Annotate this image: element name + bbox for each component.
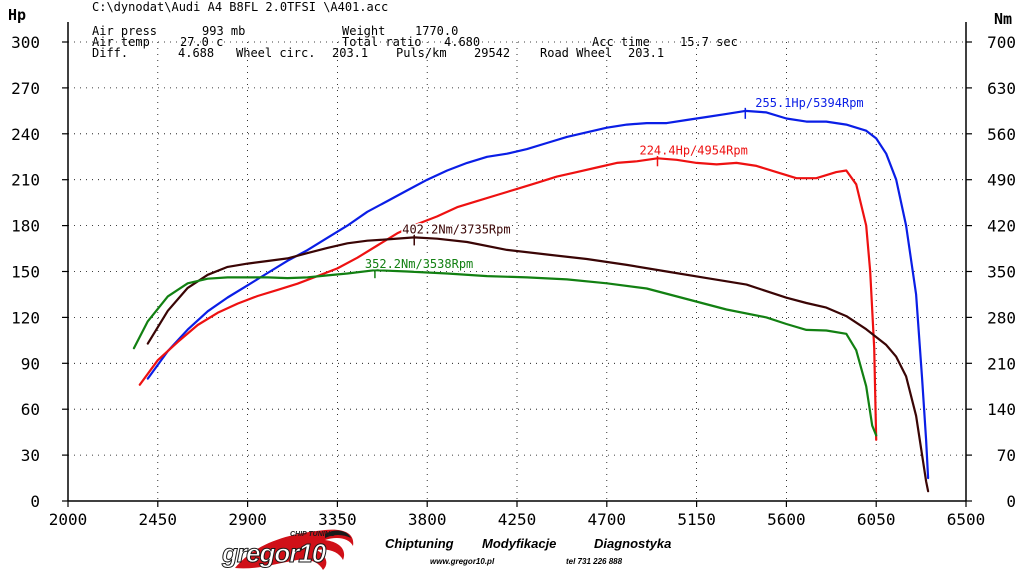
right-tick-label: 280 <box>987 308 1016 327</box>
x-tick-label: 2000 <box>49 510 88 529</box>
brand-tagline: CHIP TUNING <box>290 531 336 538</box>
total-ratio-value: 4.680 <box>444 35 481 49</box>
right-tick-label: 140 <box>987 400 1016 419</box>
peak-label: 224.4Hp/4954Rpm <box>639 143 747 157</box>
peak-label: 352.2Nm/3538Rpm <box>365 257 473 271</box>
diff-value: 4.688 <box>178 46 215 60</box>
left-tick-label: 270 <box>11 79 40 98</box>
weight-label: Weight <box>342 24 386 38</box>
x-tick-label: 3800 <box>408 510 447 529</box>
x-tick-label: 6050 <box>857 510 896 529</box>
right-tick-label: 560 <box>987 125 1016 144</box>
service-modyfikacje: Modyfikacje <box>482 536 557 551</box>
left-axis-title: Hp <box>8 6 26 24</box>
air-press-value: 993 mb <box>202 24 246 38</box>
torque-curve-tuned <box>146 236 930 493</box>
x-tick-label: 6500 <box>947 510 986 529</box>
x-tick-label: 2900 <box>228 510 267 529</box>
right-tick-label: 0 <box>1006 492 1016 511</box>
peak-label: 255.1Hp/5394Rpm <box>755 96 863 110</box>
brand-name: gregor10 <box>221 538 326 569</box>
right-tick-label: 490 <box>987 171 1016 190</box>
road-wheel-value: 203.1 <box>628 46 665 60</box>
phone-number: tel 731 226 888 <box>566 557 623 566</box>
file-path: C:\dynodat\Audi A4 B8FL 2.0TFSI \A401.ac… <box>92 0 389 14</box>
air-temp-value: 27.0 c <box>180 35 224 49</box>
puls-value: 29542 <box>474 46 511 60</box>
right-tick-label: 210 <box>987 354 1016 373</box>
x-tick-label: 2450 <box>139 510 178 529</box>
total-ratio-label: Total ratio <box>342 35 422 49</box>
right-tick-label: 420 <box>987 217 1016 236</box>
left-tick-label: 30 <box>21 446 40 465</box>
left-tick-label: 150 <box>11 263 40 282</box>
x-tick-label: 5600 <box>767 510 806 529</box>
air-temp-label: Air temp <box>92 35 150 49</box>
diff-label: Diff. <box>92 46 129 60</box>
wheel-circ-label: Wheel circ. <box>236 46 316 60</box>
road-wheel-label: Road Wheel <box>540 46 613 60</box>
left-tick-label: 180 <box>11 217 40 236</box>
right-tick-label: 630 <box>987 79 1016 98</box>
left-tick-label: 90 <box>21 354 40 373</box>
weight-value: 1770.0 <box>415 24 459 38</box>
right-tick-label: 700 <box>987 33 1016 52</box>
wheel-circ-value: 203.1 <box>332 46 369 60</box>
puls-label: Puls/km <box>396 46 447 60</box>
x-tick-label: 3350 <box>318 510 357 529</box>
x-tick-label: 4700 <box>588 510 627 529</box>
right-tick-label: 70 <box>997 446 1016 465</box>
flame-logo-icon <box>235 529 354 570</box>
x-tick-label: 5150 <box>677 510 716 529</box>
left-tick-label: 60 <box>21 400 40 419</box>
left-tick-label: 0 <box>30 492 40 511</box>
x-tick-label: 4250 <box>498 510 537 529</box>
service-chiptuning: Chiptuning <box>385 536 454 551</box>
air-press-label: Air press <box>92 24 158 38</box>
torque-curve-stock <box>132 269 878 437</box>
right-axis-title: Nm <box>994 10 1012 28</box>
website-link[interactable]: www.gregor10.pl <box>430 557 495 566</box>
power-curve-stock <box>138 157 878 441</box>
service-diagnostyka: Diagnostyka <box>594 536 672 551</box>
left-tick-label: 120 <box>11 308 40 327</box>
acc-time-value: 15.7 sec <box>680 35 738 49</box>
peak-label: 402.2Nm/3735Rpm <box>402 222 510 236</box>
left-tick-label: 300 <box>11 33 40 52</box>
acc-time-label: Acc time <box>592 35 650 49</box>
left-tick-label: 240 <box>11 125 40 144</box>
left-tick-label: 210 <box>11 171 40 190</box>
right-tick-label: 350 <box>987 263 1016 282</box>
